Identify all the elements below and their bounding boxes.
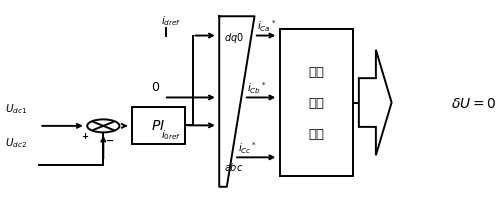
- Text: $U_{dc2}$: $U_{dc2}$: [5, 136, 27, 149]
- Polygon shape: [359, 50, 392, 156]
- Text: $U_{dc1}$: $U_{dc1}$: [5, 101, 27, 115]
- Text: $\mathit{i_{0ref}}$: $\mathit{i_{0ref}}$: [161, 127, 182, 141]
- Polygon shape: [219, 17, 255, 187]
- Text: $dq0$: $dq0$: [224, 31, 244, 44]
- Bar: [280, 30, 353, 176]
- Text: $abc$: $abc$: [224, 161, 243, 173]
- Text: $PI$: $PI$: [152, 119, 165, 133]
- Text: $\mathit{i_{Ca}}^*$: $\mathit{i_{Ca}}^*$: [258, 19, 277, 34]
- Text: $\mathit{i_{Cb}}^*$: $\mathit{i_{Cb}}^*$: [247, 80, 267, 96]
- Text: $0$: $0$: [151, 80, 160, 93]
- Text: +: +: [81, 132, 88, 140]
- Text: $\mathit{i_{dref}}$: $\mathit{i_{dref}}$: [161, 14, 182, 28]
- Bar: [132, 107, 185, 144]
- Text: $\mathit{i_{Cc}}^*$: $\mathit{i_{Cc}}^*$: [237, 140, 257, 155]
- Text: −: −: [106, 136, 114, 145]
- Text: $\delta U=0$: $\delta U=0$: [451, 96, 496, 110]
- Text: 电流: 电流: [308, 65, 324, 78]
- Text: 跟踪: 跟踪: [308, 97, 324, 109]
- Text: 环节: 环节: [308, 128, 324, 141]
